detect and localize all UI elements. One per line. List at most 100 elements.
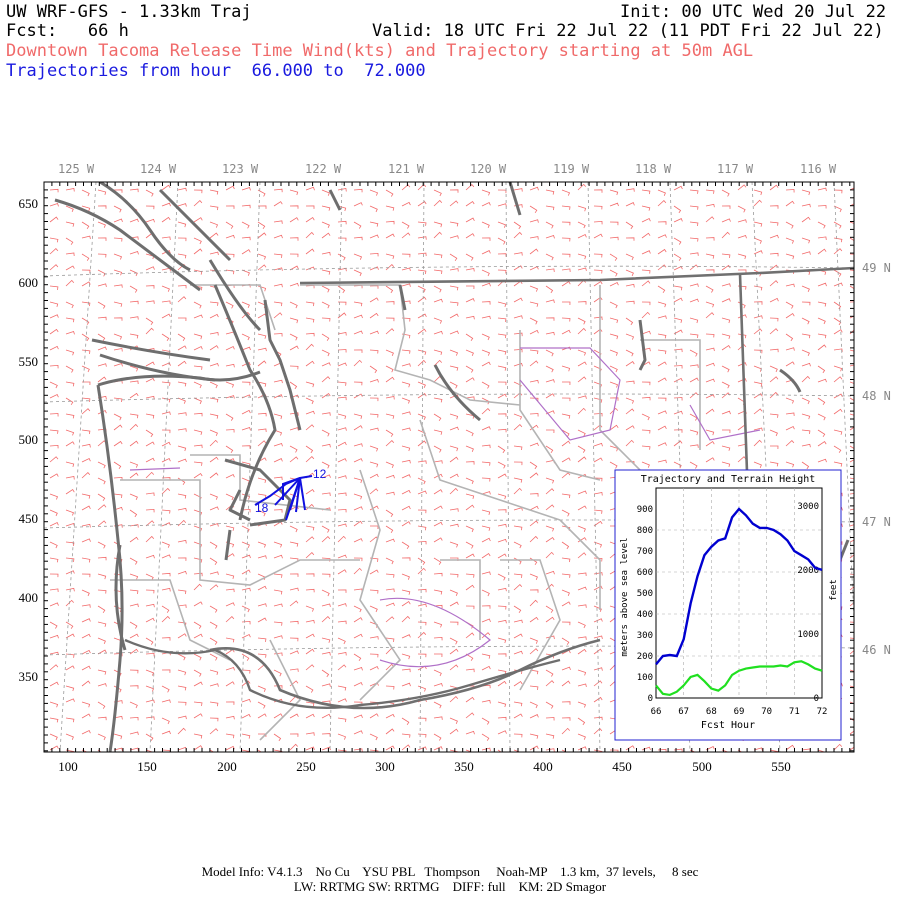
wind-barb <box>385 396 395 400</box>
wind-barb <box>225 715 235 720</box>
wind-barb <box>593 557 603 562</box>
wind-barb <box>593 572 603 576</box>
wind-barb <box>817 429 826 438</box>
wind-barb <box>417 733 427 738</box>
wind-barb <box>449 221 459 227</box>
wind-barb <box>161 572 171 577</box>
wind-barb <box>49 216 59 223</box>
wind-barb <box>849 397 854 402</box>
wind-barb <box>81 557 91 563</box>
wind-barb <box>129 250 139 255</box>
wind-barb <box>305 573 315 577</box>
wind-barb <box>721 205 731 209</box>
wind-barb <box>209 413 219 419</box>
wind-barb <box>401 283 411 287</box>
wind-barb <box>593 648 603 655</box>
wind-barb <box>209 362 219 367</box>
y-tick-label: 400 <box>19 590 39 605</box>
wind-barb <box>369 266 379 271</box>
wind-barb <box>81 633 91 639</box>
wind-barb <box>305 360 315 367</box>
wind-barb <box>593 492 603 496</box>
wind-barb <box>209 605 218 613</box>
wind-barb <box>497 605 507 610</box>
wind-barb <box>225 588 235 593</box>
wind-barb <box>177 507 187 512</box>
wind-barb <box>193 200 203 207</box>
wind-barb <box>177 701 187 706</box>
wind-barb <box>433 537 443 543</box>
wind-barb <box>785 412 795 416</box>
wind-barb <box>369 205 378 213</box>
wind-barb <box>833 743 843 751</box>
wind-barb <box>161 441 171 447</box>
wind-barb <box>65 557 75 562</box>
wind-barb <box>481 301 491 305</box>
wind-barb <box>641 429 651 434</box>
wind-barb <box>369 413 379 418</box>
wind-barb <box>497 253 507 257</box>
wind-barb <box>801 237 811 244</box>
wind-barb <box>289 743 298 751</box>
wind-barb <box>465 749 473 752</box>
wind-barb <box>401 349 411 354</box>
wind-barb <box>145 285 155 289</box>
wind-barb <box>257 232 267 239</box>
wind-barb <box>241 361 251 367</box>
wind-barb <box>161 615 171 623</box>
wind-barb <box>705 203 715 208</box>
wind-barb <box>385 509 394 518</box>
wind-barb <box>161 300 171 304</box>
wind-barb <box>129 461 139 468</box>
wind-barb <box>401 474 411 479</box>
wind-barb <box>593 316 603 321</box>
wind-barb <box>417 567 426 575</box>
wind-barb <box>49 588 59 592</box>
wind-barb <box>81 317 90 325</box>
wind-barb <box>449 426 459 431</box>
wind-barb <box>161 411 171 415</box>
wind-barb <box>369 330 379 335</box>
wind-barb <box>593 585 603 591</box>
wind-barb <box>657 410 667 415</box>
wind-barb <box>337 637 346 645</box>
wind-barb <box>849 301 854 303</box>
wind-barb <box>545 488 555 495</box>
wind-barb <box>833 205 842 213</box>
wind-barb <box>225 234 235 239</box>
wind-barb <box>561 317 571 322</box>
wind-barb <box>529 557 538 566</box>
wind-barb <box>433 682 443 687</box>
wind-barb <box>545 379 555 383</box>
wind-barb <box>401 653 411 660</box>
wind-barb <box>849 746 854 751</box>
wind-barb <box>49 314 59 319</box>
wind-barb <box>545 570 555 575</box>
wind-barb <box>65 698 75 703</box>
wind-barb <box>769 413 779 418</box>
wind-barb <box>657 200 667 207</box>
wind-barb <box>481 653 491 659</box>
wind-barb <box>49 202 59 207</box>
wind-barb <box>49 541 58 549</box>
wind-barb <box>817 458 827 463</box>
wind-barb <box>769 461 779 467</box>
wind-barb <box>65 522 75 527</box>
wind-barb <box>801 317 810 325</box>
wind-barb <box>433 669 442 677</box>
wind-barb <box>593 716 603 721</box>
wind-barb <box>561 281 571 287</box>
wind-barb <box>785 333 794 342</box>
wind-barb <box>401 489 411 495</box>
wind-barb <box>737 456 747 463</box>
inset-grid <box>656 488 822 698</box>
wind-barb <box>817 221 826 229</box>
wind-barb <box>321 683 331 687</box>
wind-barb <box>417 393 427 399</box>
wind-barb <box>145 300 155 304</box>
wind-barb <box>609 349 618 356</box>
wind-barb <box>817 413 826 421</box>
wind-barb <box>337 237 347 242</box>
wind-barb <box>81 472 91 479</box>
